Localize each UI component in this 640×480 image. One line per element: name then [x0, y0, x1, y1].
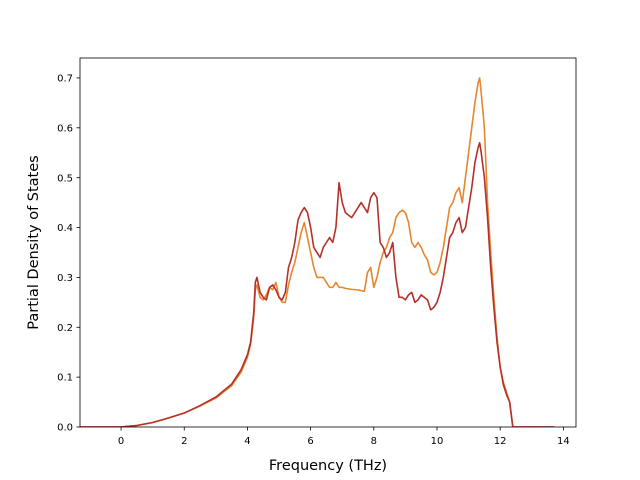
y-tick-label: 0.2 — [57, 323, 73, 334]
y-tick-label: 0.6 — [57, 123, 73, 134]
y-tick-label: 0.1 — [57, 373, 73, 384]
y-tick-label: 0.0 — [57, 423, 73, 434]
y-tick-label: 0.4 — [57, 223, 73, 234]
x-tick-label: 8 — [371, 436, 377, 447]
x-axis-label: Frequency (THz) — [269, 458, 387, 474]
series-line-2 — [80, 141, 555, 427]
x-tick-label: 10 — [431, 436, 444, 447]
x-tick-label: 6 — [307, 436, 313, 447]
x-tick-label: 2 — [181, 436, 187, 447]
x-tick-label: 14 — [557, 436, 570, 447]
x-tick-label: 12 — [494, 436, 507, 447]
plot-frame — [79, 57, 577, 428]
series-layer — [80, 77, 555, 427]
series-line-1 — [80, 77, 555, 427]
x-tick-label: 4 — [244, 436, 250, 447]
x-tick-label: 0 — [118, 436, 124, 447]
x-axis-ticks: 0 2 4 6 8 10 12 14 — [118, 427, 570, 447]
y-tick-label: 0.7 — [57, 74, 73, 85]
y-tick-label: 0.5 — [57, 173, 73, 184]
y-axis-ticks: 0.0 0.1 0.2 0.3 0.4 0.5 0.6 0.7 — [57, 74, 80, 434]
y-axis-label: Partial Density of States — [26, 155, 42, 329]
y-tick-label: 0.3 — [57, 273, 73, 284]
